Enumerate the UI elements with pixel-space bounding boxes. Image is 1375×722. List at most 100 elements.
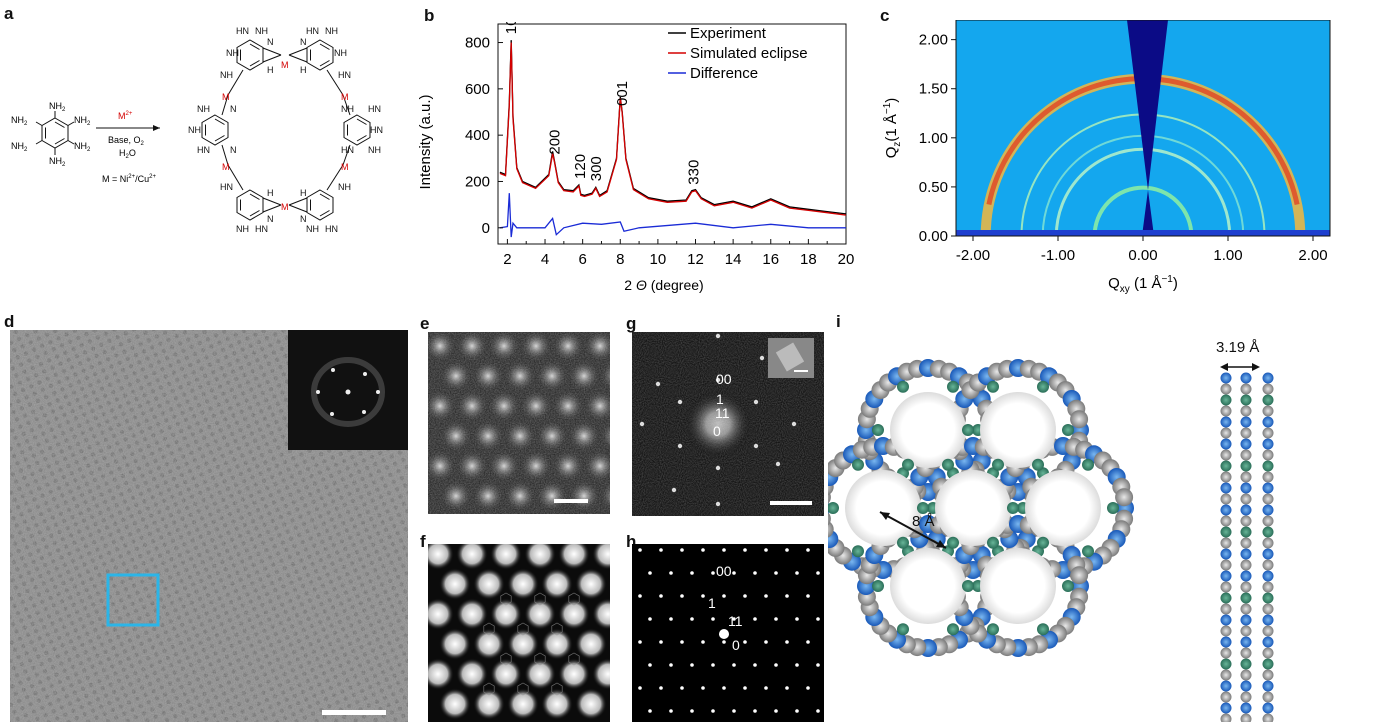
metal-atom: [897, 623, 909, 636]
stack-atom: [1220, 471, 1232, 483]
metal-atom: [1062, 580, 1074, 592]
peak-label: 200: [546, 130, 563, 155]
stack-atom: [1220, 559, 1232, 571]
stack-atom: [1240, 427, 1252, 439]
diffraction-spot: [669, 571, 673, 575]
giwaxs-map: -2.00 -1.00 0.00 1.00 2.00 0.00 0.50 1.00 1.50 2.…: [882, 20, 1331, 295]
ring-atom: [1115, 488, 1134, 507]
diffraction-spot: [806, 594, 810, 598]
overlay-ring: [483, 682, 495, 696]
stack-atom: [1220, 548, 1232, 560]
diffraction-spot: [732, 663, 736, 667]
stack-atom: [1240, 394, 1252, 406]
svg-text:H: H: [300, 188, 307, 198]
fft-spot: [753, 399, 759, 405]
svg-text:HN: HN: [220, 182, 233, 192]
diffraction-spot: [648, 617, 652, 621]
stack-atom: [1240, 515, 1252, 527]
panel-label-i: i: [836, 312, 841, 331]
stack-atom: [1262, 394, 1274, 406]
fft-spot: [639, 421, 645, 427]
metal-atom: [987, 380, 999, 393]
y-tick-label: 800: [465, 35, 490, 52]
stack-atom: [1262, 471, 1274, 483]
metal-atom: [1037, 536, 1049, 549]
simulated-spot: [439, 628, 471, 660]
pore: [890, 392, 966, 468]
overlay-ring: [483, 622, 495, 636]
x-tick-label: 12: [687, 251, 704, 268]
svg-text:NH: NH: [188, 125, 201, 135]
stack-atom: [1220, 581, 1232, 593]
diffraction-spot: [785, 594, 789, 598]
fft-spot: [715, 333, 721, 339]
simulated-spot: [609, 638, 610, 650]
metal-definition: M = Ni2+/Cu2+: [102, 174, 156, 184]
ring-atom: [1070, 566, 1089, 585]
svg-text:NH: NH: [236, 224, 249, 234]
diffraction-spot: [722, 548, 726, 552]
nh2-left-top-label: NH2: [11, 115, 28, 127]
y-tick-label: 400: [465, 127, 490, 144]
svg-text:HN: HN: [325, 224, 338, 234]
svg-text:HN: HN: [370, 125, 383, 135]
svg-text:HN: HN: [368, 104, 381, 114]
stack-atom: [1220, 427, 1232, 439]
diffraction-spot: [732, 709, 736, 713]
panel-label-g: g: [626, 314, 637, 333]
x-tick-label: 18: [800, 251, 817, 268]
nh2-right-bottom-label: NH2: [74, 141, 91, 153]
scale-bar: [770, 501, 812, 505]
overlay-ring: [517, 682, 529, 696]
y-tick-label: 0.00: [919, 228, 948, 245]
stack-atom: [1220, 658, 1232, 670]
svg-text:HN: HN: [236, 26, 249, 36]
fft-spot: [753, 443, 759, 449]
metal-atom: [897, 536, 909, 549]
fft-inset: [288, 330, 408, 450]
fft-spot: [715, 377, 721, 383]
stack-atom: [1262, 383, 1274, 395]
diffraction-spot: [669, 663, 673, 667]
metal-atom: [1062, 424, 1074, 436]
stack-atom: [1220, 537, 1232, 549]
metal-atom: [1082, 458, 1094, 471]
svg-text:NH: NH: [334, 48, 347, 58]
pxrd-y-axis-label: Intensity (a.u.): [417, 94, 434, 189]
beamstop-shadow: [1127, 20, 1168, 236]
hrtem-zoom-image: [428, 332, 610, 514]
stack-atom: [1240, 405, 1252, 417]
diffraction-spot: [785, 640, 789, 644]
fft-spot: [791, 421, 797, 427]
stack-atom: [1220, 449, 1232, 461]
diffraction-spot: [711, 663, 715, 667]
legend-label: Simulated eclipse: [690, 45, 808, 62]
simulated-spot: [439, 568, 471, 600]
svg-text:HN: HN: [306, 26, 319, 36]
diffraction-spot: [806, 548, 810, 552]
x-tick-label: 8: [616, 251, 624, 268]
y-tick-label: 1.00: [919, 130, 948, 147]
nh2-top-label: NH2: [49, 101, 66, 113]
stack-atom: [1262, 592, 1274, 604]
stack-atom: [1240, 603, 1252, 615]
simulated-diffraction: 00 1 11 0: [632, 544, 824, 722]
stack-atom: [1240, 383, 1252, 395]
stack-atom: [1220, 691, 1232, 703]
svg-text:NH: NH: [255, 26, 268, 36]
overlay-ring: [568, 592, 580, 606]
simulated-spot: [592, 544, 610, 570]
stack-atom: [1220, 636, 1232, 648]
diffraction-spot: [795, 709, 799, 713]
svg-text:HN: HN: [197, 145, 210, 155]
series-line-2: [499, 193, 846, 238]
metal-atom: [872, 424, 884, 436]
simulated-spot: [575, 568, 607, 600]
diffraction-spot: [638, 548, 642, 552]
y-tick-label: 0.50: [919, 179, 948, 196]
diffraction-spot: [753, 663, 757, 667]
stack-atom: [1220, 625, 1232, 637]
stack-atom: [1262, 647, 1274, 659]
peak-label: 001: [614, 81, 631, 106]
svg-text:H: H: [300, 65, 307, 75]
